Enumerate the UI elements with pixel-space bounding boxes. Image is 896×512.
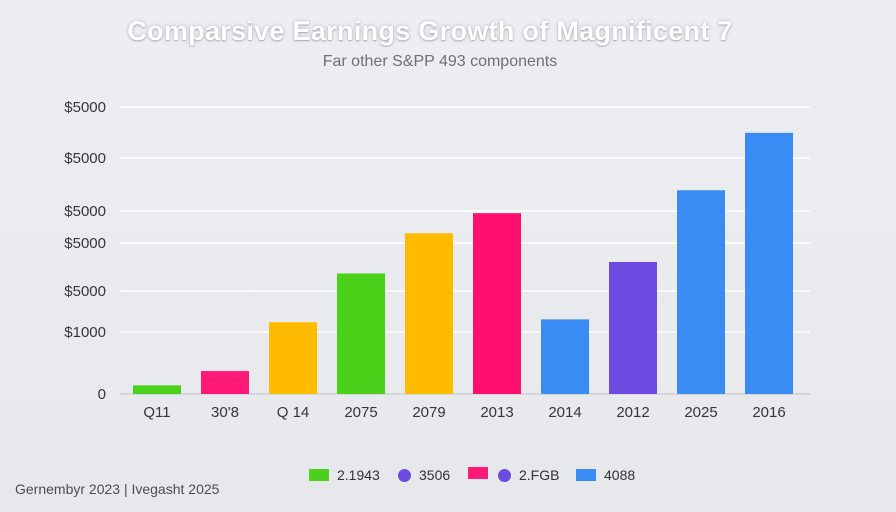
legend-swatch (498, 468, 511, 482)
bar (405, 233, 453, 394)
footer-note: Gernembyr 2023 | Ivegasht 2025 (15, 481, 220, 497)
bar (677, 190, 725, 394)
legend-label: 2.1943 (337, 467, 380, 483)
x-tick-label: 2075 (344, 404, 377, 421)
x-tick-label: Q 14 (277, 404, 310, 421)
legend-item: 2.FGB (498, 467, 559, 483)
legend: 2.1943 3506 2.FGB 4088 (0, 467, 896, 487)
legend-swatch (468, 467, 488, 479)
legend-swatch (398, 468, 411, 482)
legend-swatch (309, 469, 329, 481)
chart-title: Comparsive Earnings Growth of Magnificen… (127, 16, 733, 46)
bar (745, 132, 793, 394)
x-tick-label: 2012 (616, 404, 649, 421)
y-tick-label: $5000 (64, 99, 106, 116)
bar (609, 261, 657, 394)
y-tick-label: $1000 (64, 324, 106, 341)
legend-label: 3506 (419, 467, 451, 483)
legend-label: 2.FGB (519, 467, 560, 483)
bar (337, 273, 385, 394)
legend-label: 4088 (604, 467, 636, 483)
bar (201, 371, 249, 394)
y-tick-label: $5000 (64, 283, 106, 300)
legend-item: 2.1943 (309, 467, 380, 483)
y-tick-label: $5000 (64, 203, 106, 220)
y-tick-label: $5000 (64, 150, 106, 167)
chart-subtitle: Far other S&PP 493 components (322, 53, 558, 70)
bars (133, 132, 793, 394)
y-axis-tick-labels: $5000 $5000 $5000 $5000 $5000 $1000 0 (64, 99, 106, 403)
legend-swatch (576, 469, 596, 481)
y-tick-label: $5000 (64, 235, 106, 252)
x-tick-label: 2013 (480, 404, 513, 421)
x-tick-label: 30'8 (211, 404, 239, 421)
x-tick-label: Q11 (143, 404, 170, 421)
y-tick-label: 0 (98, 386, 106, 403)
x-tick-label: 2016 (752, 404, 785, 421)
x-tick-label: 2079 (412, 404, 445, 421)
x-tick-label: 2014 (548, 404, 581, 421)
legend-item (468, 467, 496, 479)
bar (133, 385, 181, 394)
x-tick-label: 2025 (684, 404, 717, 421)
legend-item: 3506 (398, 467, 450, 483)
bar (269, 322, 317, 394)
bar (473, 213, 521, 394)
legend-item: 4088 (576, 467, 635, 483)
bar (541, 319, 589, 394)
x-axis-tick-labels: Q11 30'8 Q 14 2075 2079 2013 2014 2012 2025 2016 (143, 404, 785, 421)
